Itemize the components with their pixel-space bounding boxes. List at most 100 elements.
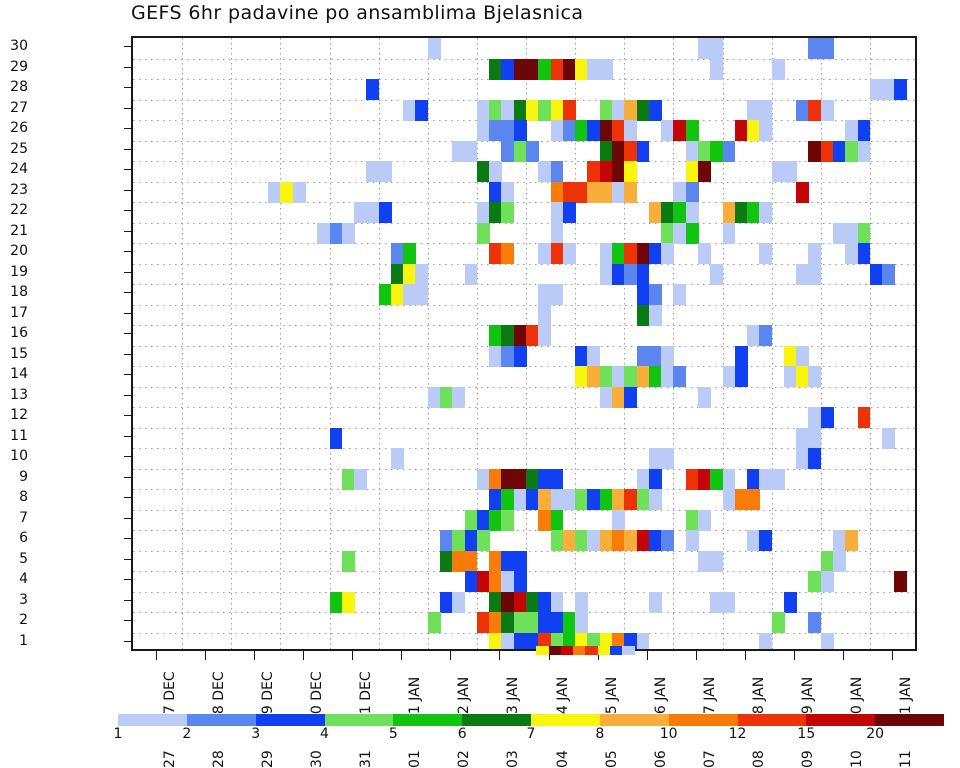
heatmap-cell xyxy=(673,366,687,387)
heatmap-cell xyxy=(611,632,625,649)
heatmap-cell xyxy=(820,550,834,572)
heatmap-cell xyxy=(489,120,503,141)
heatmap-cell xyxy=(550,120,564,141)
heatmap-cell xyxy=(526,612,539,633)
x-axis-tick-mark xyxy=(696,651,697,660)
heatmap-cell xyxy=(636,263,650,285)
heatmap-cell xyxy=(440,386,453,408)
heatmap-cell xyxy=(587,489,601,510)
y-axis-tick-label: 1 xyxy=(19,632,28,649)
heatmap-cell xyxy=(415,263,429,285)
heatmap-cell xyxy=(538,58,552,80)
heatmap-cell xyxy=(747,468,760,490)
x-axis-tick-mark xyxy=(205,651,206,660)
mean-strip-cell xyxy=(622,646,636,655)
vertical-gridline xyxy=(280,38,282,649)
colorbar-swatch xyxy=(118,714,188,726)
y-axis-tick-mark xyxy=(124,518,133,519)
heatmap-cell xyxy=(366,202,380,223)
heatmap-cell xyxy=(869,263,883,285)
heatmap-cell xyxy=(697,243,711,264)
colorbar-tick-label: 15 xyxy=(797,726,816,742)
heatmap-cell xyxy=(771,58,785,80)
y-axis-tick-mark xyxy=(124,374,133,375)
colorbar-swatch xyxy=(875,714,945,726)
heatmap-cell xyxy=(636,632,650,649)
heatmap-cell xyxy=(857,120,871,141)
heatmap-cell xyxy=(710,591,724,613)
heatmap-cell xyxy=(599,263,613,285)
heatmap-cell xyxy=(808,407,822,428)
horizontal-gridline xyxy=(133,386,915,388)
heatmap-cell xyxy=(329,427,343,449)
heatmap-cell xyxy=(526,632,539,649)
heatmap-cell xyxy=(759,202,773,223)
heatmap-cell xyxy=(329,222,343,244)
colorbar-swatch xyxy=(462,714,532,726)
heatmap-cell xyxy=(624,181,638,203)
y-axis-tick-mark xyxy=(124,169,133,170)
heatmap-cell xyxy=(526,325,539,346)
heatmap-cell xyxy=(661,243,674,264)
heatmap-cell xyxy=(882,79,896,100)
heatmap-cell xyxy=(513,99,527,121)
heatmap-cell xyxy=(624,120,638,141)
heatmap-cell xyxy=(501,58,515,80)
heatmap-cell xyxy=(501,468,515,490)
heatmap-cell xyxy=(845,243,859,264)
heatmap-cell xyxy=(796,366,810,387)
heatmap-cell xyxy=(722,468,736,490)
heatmap-cell xyxy=(562,99,576,121)
heatmap-cell xyxy=(685,181,699,203)
heatmap-cell xyxy=(624,161,638,182)
heatmap-cell xyxy=(575,120,588,141)
y-axis-tick-label: 10 xyxy=(10,448,28,465)
y-axis-tick-mark xyxy=(124,292,133,293)
heatmap-cell xyxy=(673,202,687,223)
heatmap-cell xyxy=(513,140,527,162)
heatmap-cell xyxy=(845,120,859,141)
heatmap-cell xyxy=(550,489,564,510)
heatmap-cell xyxy=(661,448,674,469)
heatmap-cell xyxy=(501,571,515,592)
colorbar-swatch xyxy=(255,714,325,726)
heatmap-cell xyxy=(366,79,380,100)
heatmap-cell xyxy=(513,468,527,490)
heatmap-cell xyxy=(329,591,343,613)
heatmap-cell xyxy=(857,407,871,428)
heatmap-cell xyxy=(513,345,527,367)
heatmap-cell xyxy=(587,120,601,141)
x-axis-day-label: 29 xyxy=(259,750,276,768)
horizontal-gridline xyxy=(133,181,915,183)
heatmap-cell xyxy=(611,263,625,285)
heatmap-cell xyxy=(452,591,466,613)
heatmap-cell xyxy=(734,489,748,510)
heatmap-cell xyxy=(624,530,638,551)
heatmap-cell xyxy=(845,222,859,244)
heatmap-cell xyxy=(390,243,404,264)
heatmap-cell xyxy=(697,468,711,490)
heatmap-cell xyxy=(697,140,711,162)
heatmap-cell xyxy=(550,58,564,80)
heatmap-cell xyxy=(759,468,773,490)
heatmap-cell xyxy=(501,325,515,346)
heatmap-cell xyxy=(624,632,638,649)
heatmap-cell xyxy=(722,489,736,510)
heatmap-cell xyxy=(489,571,503,592)
heatmap-cell xyxy=(673,284,687,305)
heatmap-cell xyxy=(624,263,638,285)
heatmap-cell xyxy=(636,304,650,326)
x-axis-tick-mark xyxy=(843,651,844,660)
colorbar-tick-label: 8 xyxy=(595,726,605,742)
heatmap-cell xyxy=(697,550,711,572)
y-axis-tick-mark xyxy=(124,354,133,355)
vertical-gridline xyxy=(378,38,380,649)
heatmap-cell xyxy=(661,202,674,223)
heatmap-cell xyxy=(587,632,601,649)
heatmap-cell xyxy=(685,530,699,551)
heatmap-cell xyxy=(599,243,613,264)
heatmap-cell xyxy=(599,58,613,80)
heatmap-cell xyxy=(354,202,367,223)
y-axis-tick-mark xyxy=(124,477,133,478)
heatmap-cell xyxy=(489,99,503,121)
